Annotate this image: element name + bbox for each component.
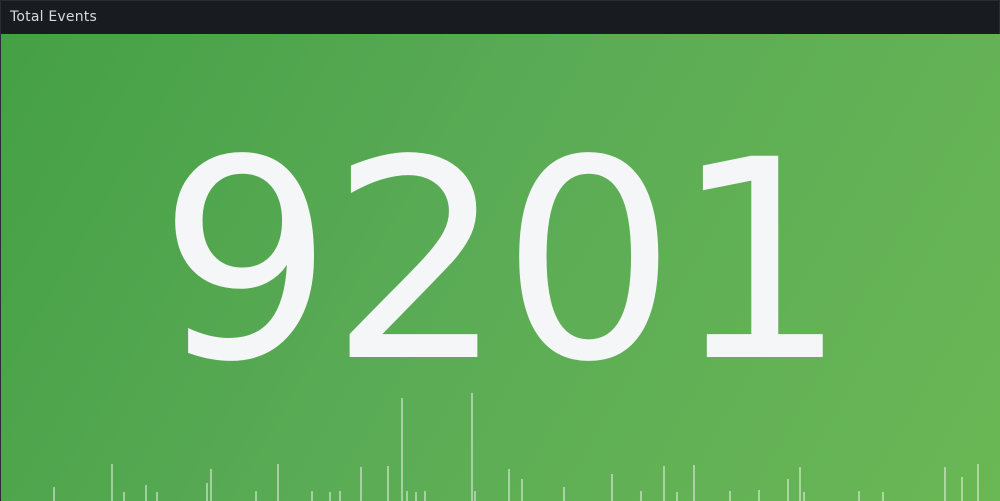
sparkline-spikes — [53, 393, 979, 501]
sparkline-chart — [53, 393, 979, 501]
stat-value: 9201 — [157, 102, 848, 423]
panel-header[interactable]: Total Events — [1, 1, 999, 33]
panel-title: Total Events — [10, 9, 97, 25]
stat-body: 9201 — [1, 34, 1000, 501]
